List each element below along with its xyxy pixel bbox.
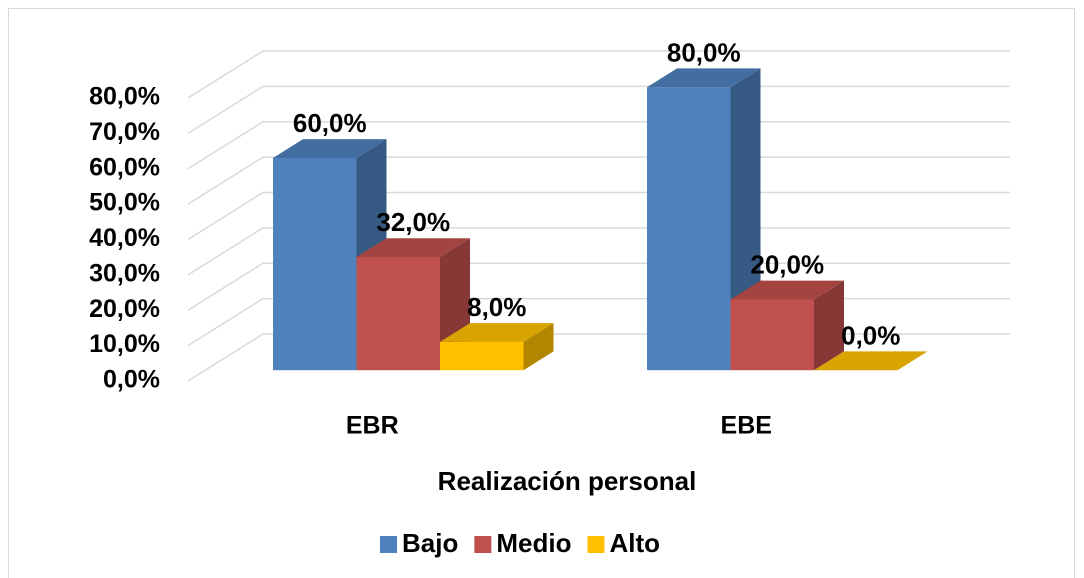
bar bbox=[440, 341, 524, 371]
bar-top bbox=[356, 238, 470, 257]
data-label: 80,0% bbox=[667, 37, 741, 67]
legend-label: Medio bbox=[496, 528, 571, 558]
legend-swatch bbox=[380, 536, 397, 553]
y-tick-label: 80,0% bbox=[89, 83, 160, 111]
y-tick-label: 50,0% bbox=[89, 189, 160, 217]
bar-top bbox=[730, 280, 844, 300]
legend-label: Alto bbox=[609, 528, 660, 558]
bar-top bbox=[814, 351, 928, 371]
legend-swatch bbox=[474, 536, 492, 553]
x-tick-label: EBE bbox=[721, 412, 772, 440]
chart-frame bbox=[8, 8, 1075, 578]
data-label: 20,0% bbox=[750, 250, 824, 280]
bar bbox=[356, 256, 440, 371]
grid-line bbox=[187, 121, 1010, 170]
bar bbox=[273, 157, 357, 371]
bar-side bbox=[814, 280, 844, 371]
grid-line bbox=[187, 50, 1010, 99]
bar-top bbox=[273, 139, 387, 158]
grid-line bbox=[187, 227, 1010, 276]
y-tick-label: 10,0% bbox=[89, 330, 160, 358]
bar-top bbox=[440, 323, 554, 342]
y-tick-label: 70,0% bbox=[89, 118, 160, 146]
y-tick-label: 30,0% bbox=[89, 259, 160, 287]
y-tick-label: 40,0% bbox=[89, 224, 160, 252]
x-tick-label: EBR bbox=[346, 412, 399, 440]
grid-line bbox=[187, 156, 1010, 205]
bar-side bbox=[523, 323, 554, 371]
legend-label: Bajo bbox=[402, 528, 458, 558]
y-tick-label: 20,0% bbox=[89, 295, 160, 323]
y-tick-label: 60,0% bbox=[89, 153, 160, 181]
y-tick-label: 0,0% bbox=[103, 366, 160, 394]
data-label: 60,0% bbox=[293, 108, 367, 138]
data-label: 32,0% bbox=[376, 207, 450, 237]
bar bbox=[647, 87, 731, 371]
data-label: 0,0% bbox=[841, 320, 900, 350]
bar bbox=[730, 299, 814, 371]
grid-line bbox=[187, 191, 1010, 241]
x-axis-title: Realización personal bbox=[438, 466, 697, 496]
legend-swatch bbox=[587, 536, 605, 553]
grid-line bbox=[187, 85, 1010, 135]
data-label: 8,0% bbox=[467, 292, 526, 322]
bar-top bbox=[647, 68, 761, 88]
grid-line bbox=[187, 262, 1010, 311]
